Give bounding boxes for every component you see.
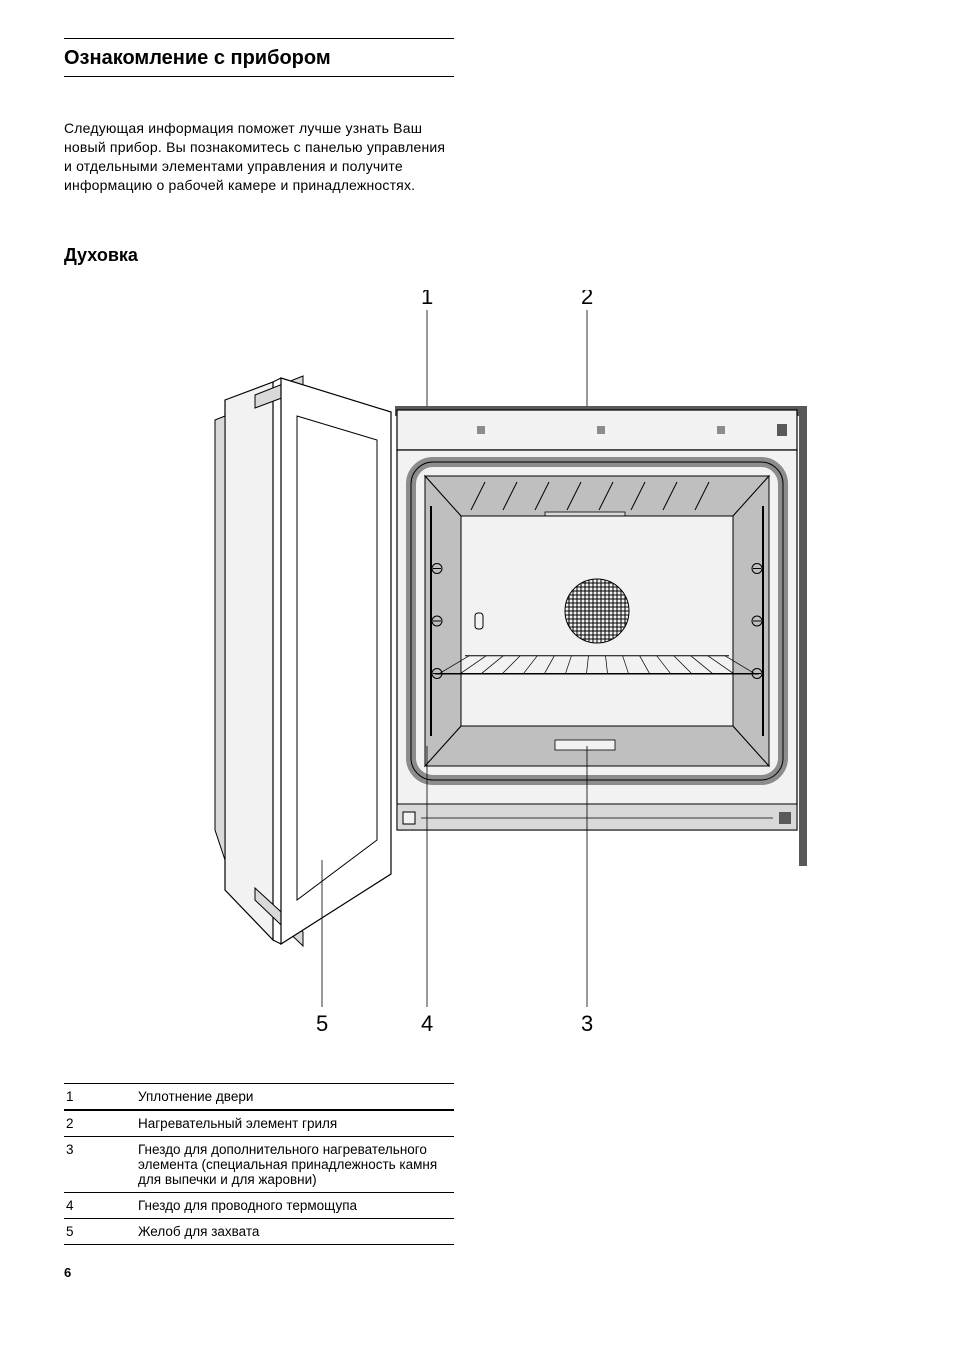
legend-num: 4 — [64, 1192, 136, 1218]
legend-num: 5 — [64, 1218, 136, 1244]
legend-desc: Уплотнение двери — [136, 1083, 454, 1110]
legend-desc: Гнездо для дополнительного нагревательно… — [136, 1136, 454, 1192]
svg-text:5: 5 — [316, 1011, 328, 1036]
table-row: 4Гнездо для проводного термощупа — [64, 1192, 454, 1218]
subsection-title: Духовка — [64, 245, 890, 266]
legend-table: 1Уплотнение двери2Нагревательный элемент… — [64, 1083, 454, 1245]
legend-desc: Гнездо для проводного термощупа — [136, 1192, 454, 1218]
legend-desc: Нагревательный элемент гриля — [136, 1110, 454, 1137]
svg-text:2: 2 — [581, 290, 593, 309]
table-row: 3Гнездо для дополнительного нагревательн… — [64, 1136, 454, 1192]
legend-num: 3 — [64, 1136, 136, 1192]
page-number: 6 — [64, 1265, 71, 1280]
legend-num: 2 — [64, 1110, 136, 1137]
table-row: 1Уплотнение двери — [64, 1083, 454, 1110]
svg-text:3: 3 — [581, 1011, 593, 1036]
intro-paragraph: Следующая информация поможет лучше узнат… — [64, 119, 454, 195]
oven-diagram: 1 2 5 4 3 — [64, 290, 890, 1055]
legend-desc: Желоб для захвата — [136, 1218, 454, 1244]
table-row: 5Желоб для захвата — [64, 1218, 454, 1244]
svg-text:4: 4 — [421, 1011, 433, 1036]
svg-text:1: 1 — [421, 290, 433, 309]
table-row: 2Нагревательный элемент гриля — [64, 1110, 454, 1137]
section-title: Ознакомление с прибором — [64, 38, 454, 77]
legend-num: 1 — [64, 1083, 136, 1110]
